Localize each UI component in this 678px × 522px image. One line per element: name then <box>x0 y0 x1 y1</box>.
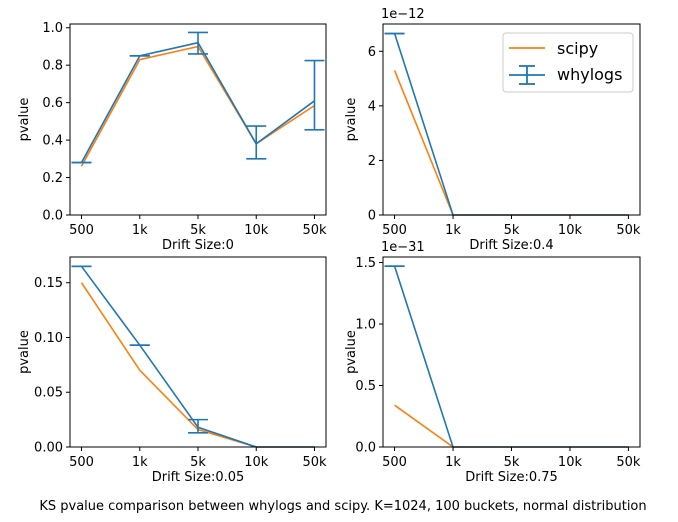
x-tick-label: 500 <box>69 223 94 238</box>
y-tick-label: 0.00 <box>34 441 63 456</box>
whylogs-errorbar <box>188 418 208 434</box>
y-offset-label: 1e−12 <box>381 7 425 22</box>
y-tick-label: 0.5 <box>355 379 376 394</box>
subplot-3: 500 1k 5k 10k 50k 0.00 0.05 0.10 0.15 Drift Size:… <box>17 256 327 485</box>
y-tick-label: 0.2 <box>42 171 63 186</box>
subplot-1: 500 1k 5k 10k 50k 0.0 0.2 0.4 0.6 0.8 1.0 Drift Siz… <box>17 21 327 253</box>
x-tick-label: 50k <box>302 223 327 238</box>
y-tick-label: 0.8 <box>42 59 63 74</box>
y-tick-label: 0.0 <box>355 441 376 456</box>
x-axis-label: Drift Size:0.4 <box>469 238 553 253</box>
legend: scipy whylogs <box>502 32 634 93</box>
x-tick-label: 1k <box>132 455 148 470</box>
x-tick-label: 1k <box>445 455 461 470</box>
whylogs-errorbar <box>246 125 267 160</box>
y-tick-label: 1.0 <box>355 318 376 333</box>
y-axis-label: pvalue <box>344 330 359 374</box>
x-tick-label: 1k <box>132 223 148 238</box>
subplot-4: 500 1k 5k 10k 50k 0.0 0.5 1.0 1.5 1e−31 Drift Size… <box>344 240 641 485</box>
x-tick-label: 10k <box>244 223 269 238</box>
legend-whylogs-label: whylogs <box>557 65 622 84</box>
y-tick-label: 0.4 <box>42 134 63 149</box>
x-tick-label: 500 <box>69 455 94 470</box>
x-tick-label: 50k <box>616 455 641 470</box>
x-tick-label: 10k <box>558 223 583 238</box>
legend-scipy-label: scipy <box>557 39 598 58</box>
subplot-2: 500 1k 5k 10k 50k 0 2 4 6 1e−12 Drift Size:0.4 pval… <box>344 7 641 253</box>
whylogs-errorbar <box>188 31 208 55</box>
x-tick-label: 10k <box>558 455 583 470</box>
y-tick-label: 2 <box>368 154 376 169</box>
x-axis-label: Drift Size:0.05 <box>152 470 245 485</box>
x-axis-label: Drift Size:0.75 <box>465 470 558 485</box>
y-axis-label: pvalue <box>17 330 32 374</box>
x-tick-label: 5k <box>504 455 520 470</box>
axes-frame <box>69 256 327 448</box>
y-tick-label: 6 <box>368 45 376 60</box>
y-tick-label: 4 <box>368 99 376 114</box>
x-tick-label: 5k <box>504 223 520 238</box>
y-tick-label: 1.5 <box>355 256 376 271</box>
x-tick-label: 50k <box>616 223 641 238</box>
legend-whylogs-swatch <box>509 65 545 85</box>
y-axis-label: pvalue <box>17 98 32 142</box>
whylogs-line <box>393 265 629 448</box>
x-tick-label: 10k <box>244 455 269 470</box>
x-tick-label: 1k <box>445 223 461 238</box>
x-axis-label: Drift Size:0 <box>162 238 234 253</box>
x-tick-label: 500 <box>382 223 407 238</box>
x-tick-label: 5k <box>190 223 206 238</box>
y-offset-label: 1e−31 <box>381 240 425 255</box>
y-tick-label: 0.15 <box>34 276 63 291</box>
y-tick-label: 0.6 <box>42 96 63 111</box>
y-tick-label: 0.10 <box>34 331 63 346</box>
figure-caption: KS pvalue comparison between whylogs and… <box>39 499 646 514</box>
scipy-line <box>394 404 629 448</box>
y-tick-label: 1.0 <box>42 21 63 36</box>
y-tick-label: 0 <box>368 209 376 224</box>
x-tick-label: 50k <box>302 455 327 470</box>
y-axis-label: pvalue <box>344 98 359 142</box>
x-tick-label: 500 <box>382 455 407 470</box>
scipy-line <box>80 45 315 167</box>
y-tick-label: 0.0 <box>42 209 63 224</box>
whylogs-errorbar <box>304 59 325 131</box>
y-tick-label: 0.05 <box>34 386 63 401</box>
x-tick-label: 5k <box>190 455 206 470</box>
